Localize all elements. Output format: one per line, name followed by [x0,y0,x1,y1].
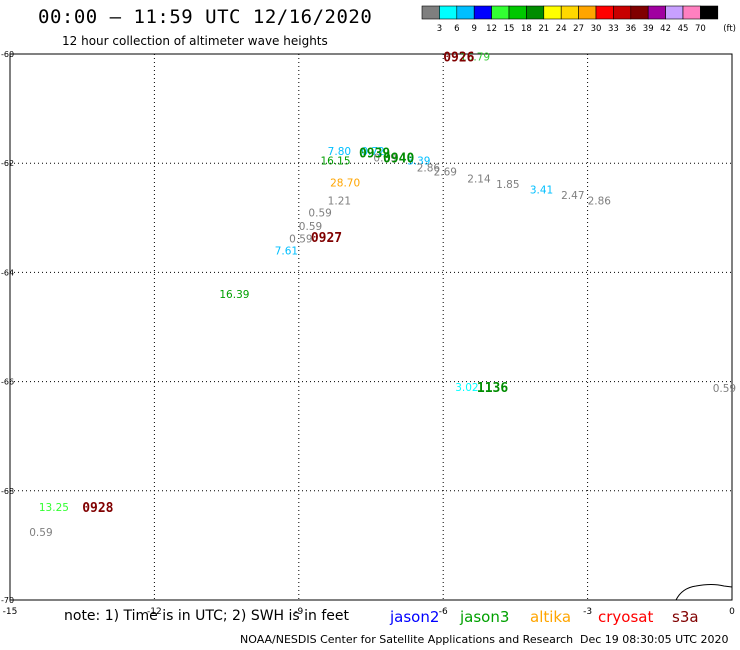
pass-time-label: 0926 [443,51,474,66]
x-tick-label: -12 [147,607,162,617]
colorbar-label: 3 [437,24,442,34]
colorbar-legend: 3 6 9 12 15 18 21 24 27 30 33 36 39 42 45 70 (ft) [421,5,736,34]
swh-value-label: 0.72 [361,146,384,158]
colorbar-label: 9 [471,24,476,34]
colorbar-label: 6 [454,24,459,34]
y-tick-label: -68 [1,487,14,496]
x-tick-label: -15 [3,607,18,617]
swh-value-label: 7.61 [275,246,298,258]
y-tick-label: -64 [1,268,14,277]
swh-value-label: 3.02 [455,382,478,394]
x-tick-label: -9 [294,607,303,617]
swh-value-label: 13.25 [39,502,69,514]
swh-value-label: 16.79 [460,52,490,64]
colorbar-label: 18 [521,24,532,34]
pass-time-label: 1136 [477,381,508,396]
colorbar-label: 39 [643,24,654,34]
legend-satellite-jason3: jason3 [460,608,510,626]
swh-value-label: 7.80 [328,146,351,158]
x-tick-label: -6 [439,607,448,617]
colorbar-label: 33 [608,24,619,34]
swh-value-label: 0.59 [713,383,736,395]
colorbar-unit: (ft) [723,24,736,34]
swh-value-label: 2.14 [467,173,491,185]
x-tick-label: -3 [583,607,592,617]
pass-time-label: 0939 [359,146,390,161]
map-frame [9,53,733,601]
y-tick-label: -60 [1,50,14,59]
y-tick-label: -62 [1,159,14,168]
colorbar-label: 30 [591,24,602,34]
pass-time-label: 0940 [383,152,414,167]
colorbar-label: 24 [556,24,567,34]
colorbar-label: 15 [504,24,515,34]
colorbar-label: 12 [486,24,497,34]
swh-value-label: 0.59 [29,527,52,539]
legend-satellite-jason2: jason2 [390,608,440,626]
colorbar-label: 70 [695,24,706,34]
swh-value-label: 16.39 [219,289,249,301]
colorbar-label: 21 [538,24,549,34]
swh-value-label: 0.59 [373,153,396,165]
footer: NOAA/NESDIS Center for Satellite Applica… [240,633,728,646]
colorbar-label: 36 [625,24,636,34]
legend-satellite-altika: altika [530,608,572,626]
legend-bar: note: 1) Time is in UTC; 2) SWH is in fe… [0,608,740,632]
x-tick-label: 0 [729,607,735,617]
swh-value-label: 2.86 [588,195,612,207]
swh-value-label: 1.85 [496,179,519,191]
pass-time-label: 0928 [82,501,113,516]
colorbar-label: 42 [660,24,671,34]
y-tick-label: -70 [1,596,14,605]
legend-note: note: 1) Time is in UTC; 2) SWH is in fe… [64,608,350,624]
legend-satellite-cryosat: cryosat [598,608,654,626]
swh-value-label: 16.15 [320,155,350,167]
swh-value-label: 2.47 [561,190,584,202]
chart-subtitle: 12 hour collection of altimeter wave hei… [62,34,328,48]
footer-timestamp: Dec 19 08:30:05 UTC 2020 [580,633,729,646]
swh-value-label: 2.69 [434,166,457,178]
swh-value-label: 28.70 [330,177,360,189]
pass-time-label: 0927 [311,231,342,246]
coastline [675,584,733,601]
chart-title: 00:00 – 11:59 UTC 12/16/2020 [38,6,373,28]
colorbar-swatch [700,5,719,20]
colorbar-label: 27 [573,24,584,34]
footer-credit: NOAA/NESDIS Center for Satellite Applica… [240,633,574,646]
y-tick-label: -66 [1,378,14,387]
swh-value-label: 0.59 [289,234,312,246]
swh-value-label: 3.41 [530,184,553,196]
swh-value-label: 3.39 [407,155,430,167]
swh-value-label: 0.59 [308,207,331,219]
colorbar-label: 45 [678,24,689,34]
swh-value-label: 2.86 [417,163,441,175]
swh-value-label: 0.59 [299,221,322,233]
legend-satellite-s3a: s3a [672,608,699,626]
swh-value-label: 1.21 [328,195,351,207]
